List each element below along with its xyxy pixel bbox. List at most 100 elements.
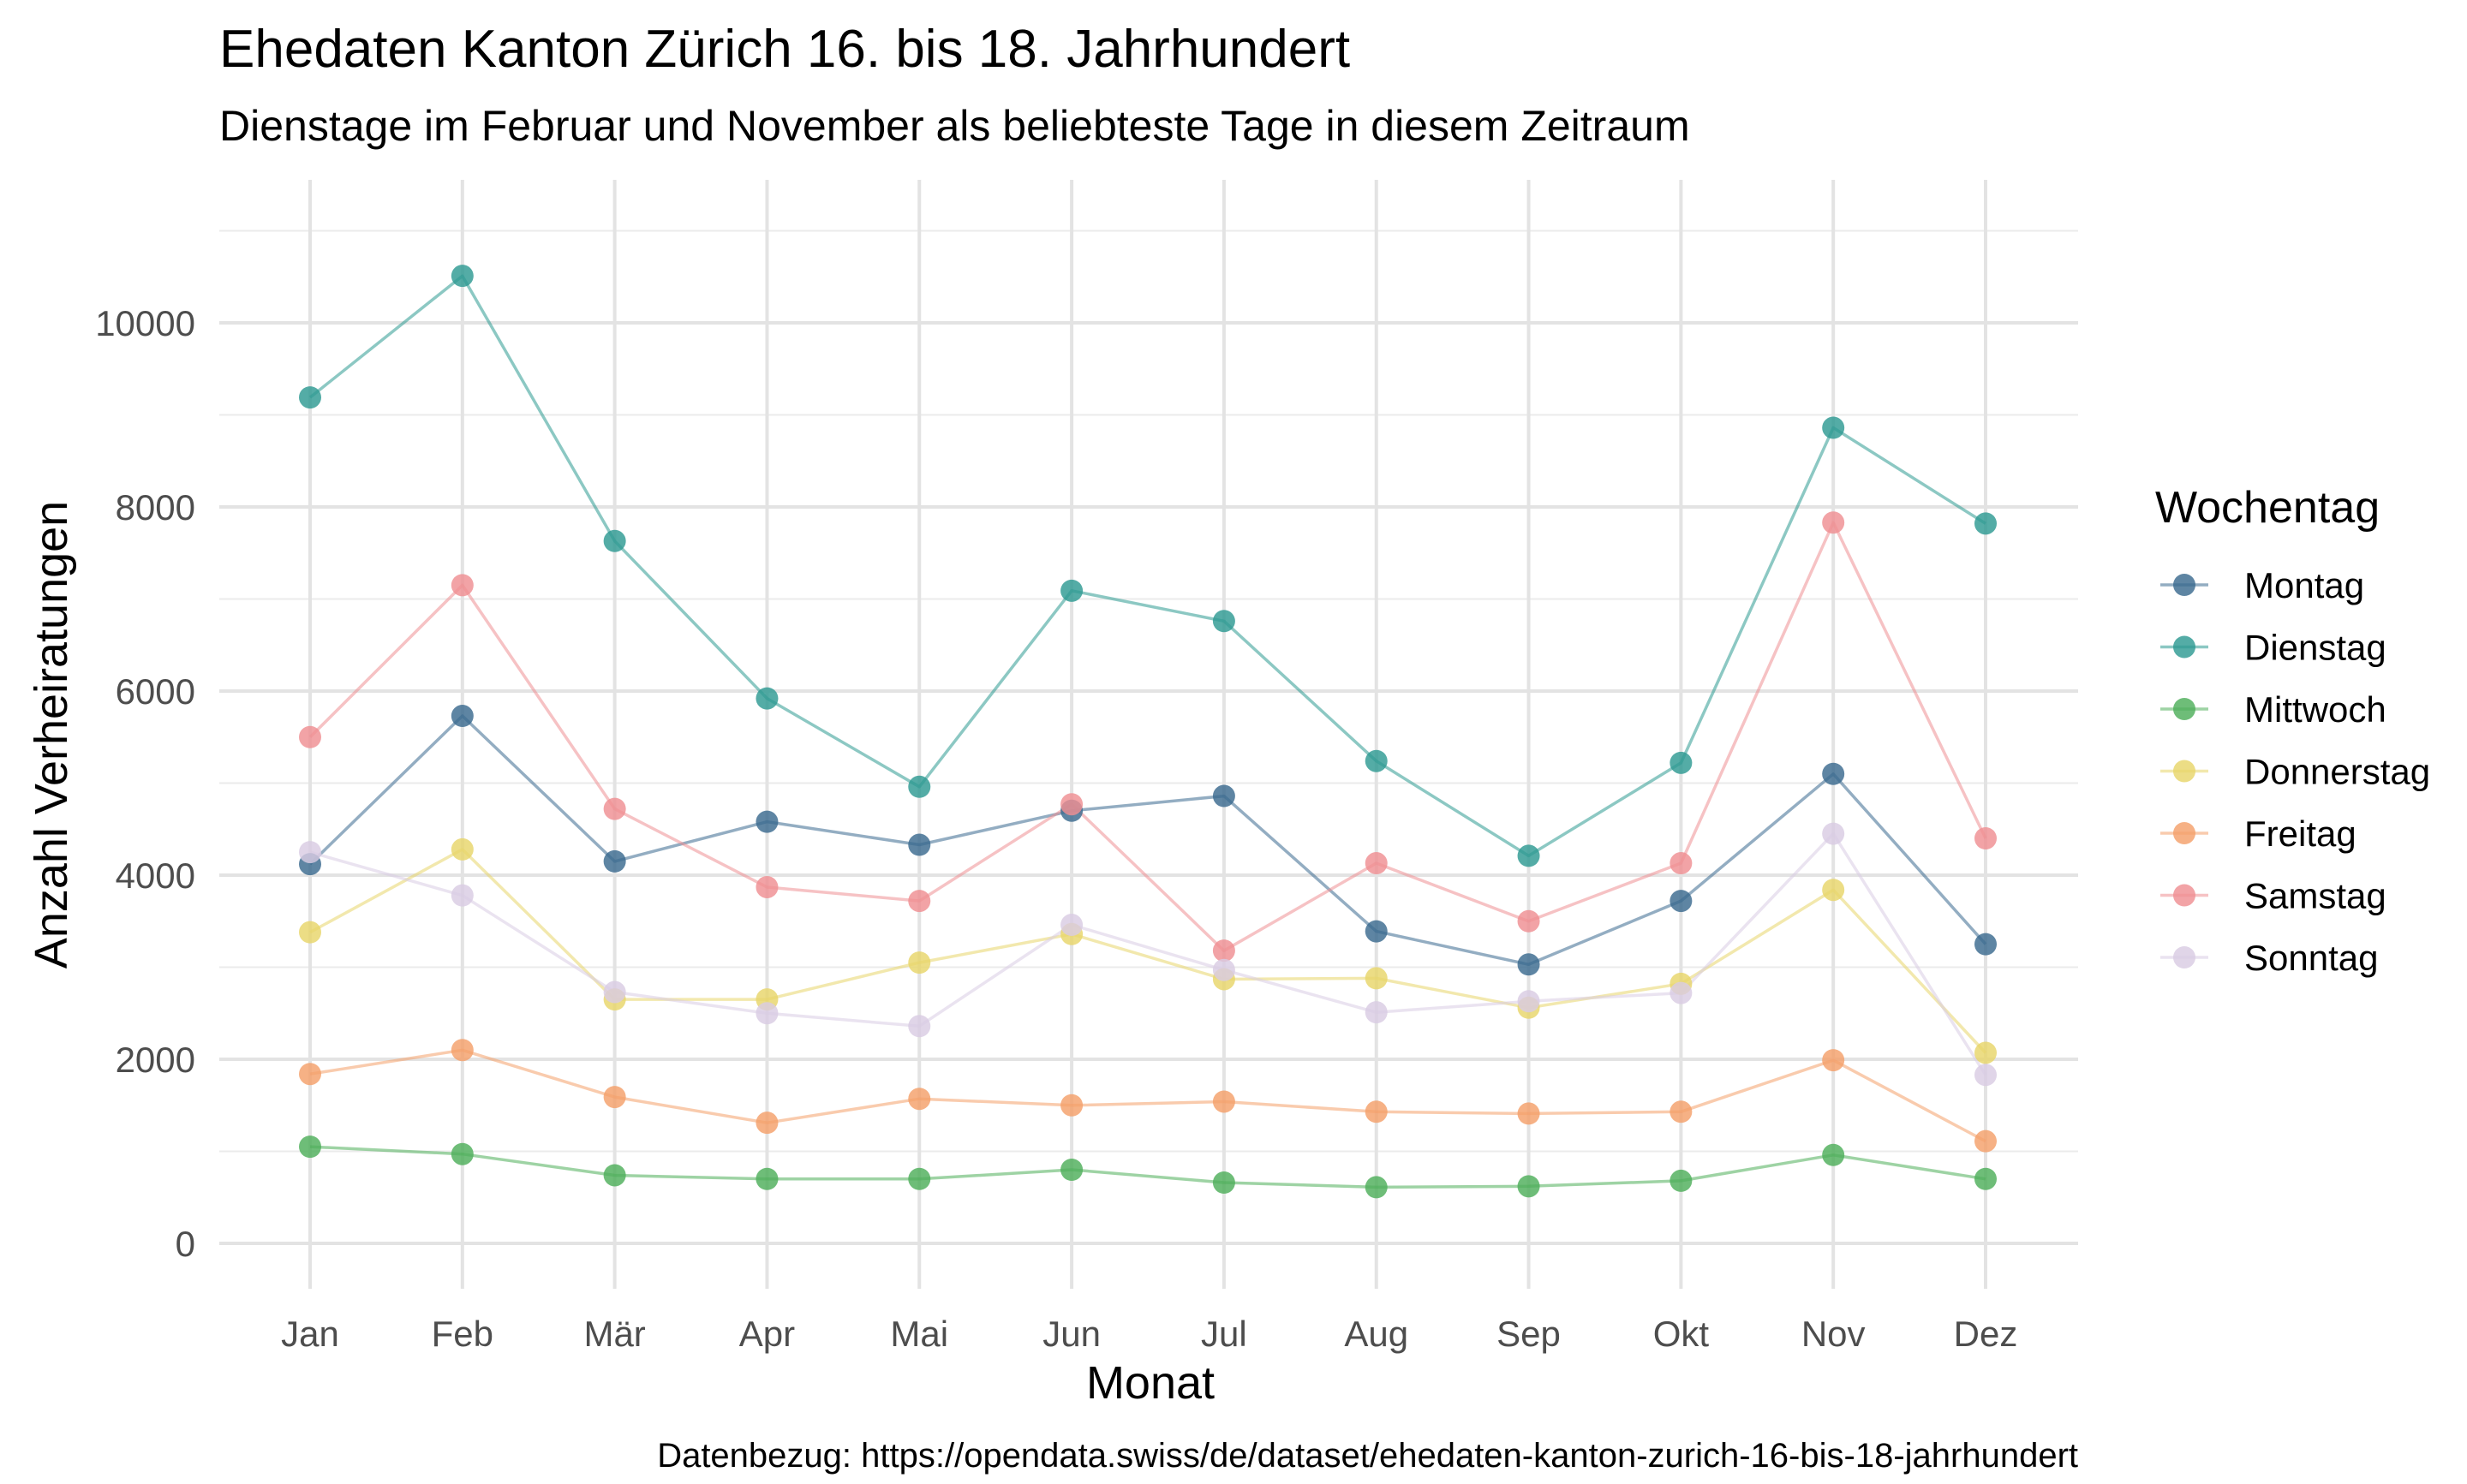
data-point-samstag	[756, 875, 779, 898]
data-point-sonntag	[908, 1015, 931, 1038]
data-point-montag	[908, 833, 931, 856]
data-point-mittwoch	[1212, 1171, 1235, 1195]
data-point-sonntag	[1365, 1001, 1388, 1024]
data-point-freitag	[603, 1086, 626, 1109]
data-point-samstag	[1822, 511, 1845, 534]
data-point-sonntag	[1670, 981, 1693, 1004]
legend-key-point	[2173, 574, 2195, 596]
data-point-samstag	[1060, 793, 1084, 816]
legend: Wochentag Montag Dienstag Mittwoch Donnerst…	[2155, 483, 2430, 978]
series-line-montag	[308, 714, 1987, 967]
data-point-mittwoch	[603, 1164, 626, 1187]
legend-item-mittwoch: Mittwoch	[2160, 689, 2386, 730]
series-line-mittwoch	[309, 1145, 1986, 1189]
x-tick-label: Apr	[739, 1314, 795, 1354]
data-point-freitag	[1974, 1129, 1997, 1153]
legend-key-point	[2173, 946, 2195, 968]
y-tick-label: 8000	[116, 487, 195, 527]
data-point-sonntag	[451, 884, 474, 907]
y-tick-label: 0	[176, 1224, 195, 1264]
data-point-sonntag	[603, 980, 626, 1004]
data-point-freitag	[1060, 1094, 1084, 1117]
x-tick-label: Aug	[1344, 1314, 1408, 1354]
x-tick-label: Feb	[432, 1314, 493, 1354]
data-point-freitag	[1212, 1090, 1235, 1113]
series-lines	[308, 274, 1987, 1189]
legend-item-montag: Montag	[2160, 565, 2364, 605]
chart-subtitle: Dienstage im Februar und November als be…	[219, 102, 1690, 150]
data-point-sonntag	[1517, 990, 1540, 1013]
data-point-donnerstag	[1822, 879, 1845, 902]
legend-key-point	[2173, 635, 2195, 659]
data-point-mittwoch	[1365, 1176, 1388, 1199]
data-point-montag	[1365, 920, 1388, 943]
data-point-donnerstag	[1365, 967, 1388, 990]
legend-key-point	[2173, 822, 2195, 844]
x-tick-label: Okt	[1653, 1314, 1710, 1354]
legend-item-dienstag: Dienstag	[2160, 628, 2386, 668]
data-point-montag	[1822, 762, 1845, 785]
data-point-montag	[1517, 953, 1540, 976]
data-point-samstag	[1670, 852, 1693, 875]
legend-title: Wochentag	[2155, 483, 2380, 533]
data-point-samstag	[1212, 939, 1235, 963]
data-point-sonntag	[1974, 1064, 1997, 1087]
data-point-dienstag	[1822, 416, 1845, 439]
series-line-sonntag	[309, 831, 1987, 1076]
data-point-mittwoch	[1670, 1169, 1693, 1192]
legend-item-samstag: Samstag	[2160, 876, 2386, 916]
series-line-samstag	[308, 521, 1987, 952]
data-point-dienstag	[1060, 579, 1084, 602]
data-point-freitag	[756, 1112, 779, 1135]
series-points	[299, 265, 1997, 1199]
y-tick-label: 6000	[116, 671, 195, 712]
data-point-sonntag	[1060, 914, 1084, 937]
legend-key-point	[2173, 698, 2195, 720]
chart-title: Ehedaten Kanton Zürich 16. bis 18. Jahrh…	[219, 20, 1350, 79]
data-point-montag	[756, 810, 779, 833]
data-point-samstag	[1517, 909, 1540, 933]
data-point-sonntag	[299, 841, 321, 864]
data-point-samstag	[1974, 827, 1997, 849]
data-point-sonntag	[756, 1002, 779, 1025]
x-tick-label: Mai	[890, 1314, 948, 1354]
data-point-dienstag	[451, 265, 474, 288]
data-point-mittwoch	[756, 1167, 779, 1190]
data-point-montag	[1670, 890, 1693, 913]
data-point-freitag	[1670, 1100, 1693, 1123]
legend-item-freitag: Freitag	[2160, 814, 2356, 854]
data-point-donnerstag	[1974, 1041, 1997, 1064]
chart-caption: Datenbezug: https://opendata.swiss/de/da…	[657, 1437, 2078, 1475]
y-tick-label: 10000	[95, 303, 195, 343]
x-tick-label: Jul	[1201, 1314, 1247, 1354]
y-axis-title: Anzahl Verheiratungen	[26, 501, 77, 968]
data-point-donnerstag	[299, 921, 321, 944]
data-point-mittwoch	[908, 1167, 931, 1190]
data-point-samstag	[603, 797, 626, 820]
data-point-montag	[1212, 784, 1235, 808]
data-point-samstag	[1365, 852, 1388, 875]
legend-label: Freitag	[2244, 814, 2356, 854]
data-point-samstag	[451, 574, 474, 597]
x-tick-label: Sep	[1496, 1314, 1561, 1354]
data-point-montag	[1974, 933, 1997, 956]
y-axis-ticks: 0 2000 4000 6000 8000 10000	[95, 303, 195, 1264]
data-point-samstag	[299, 725, 321, 748]
data-point-dienstag	[1670, 751, 1693, 774]
legend-item-donnerstag: Donnerstag	[2160, 752, 2430, 792]
series-line-donnerstag	[309, 848, 1987, 1054]
y-tick-label: 2000	[116, 1040, 195, 1080]
series-line-freitag	[309, 1048, 1986, 1143]
data-point-mittwoch	[299, 1135, 321, 1159]
data-point-freitag	[1517, 1102, 1540, 1125]
legend-label: Samstag	[2244, 876, 2386, 916]
x-tick-label: Jan	[281, 1314, 339, 1354]
data-point-samstag	[908, 890, 931, 913]
data-point-mittwoch	[1060, 1159, 1084, 1181]
data-point-dienstag	[1365, 749, 1388, 772]
data-point-dienstag	[1974, 512, 1997, 535]
data-point-dienstag	[756, 687, 779, 710]
legend-label: Donnerstag	[2244, 752, 2430, 792]
legend-label: Sonntag	[2244, 938, 2378, 978]
legend-key-point	[2173, 760, 2195, 783]
